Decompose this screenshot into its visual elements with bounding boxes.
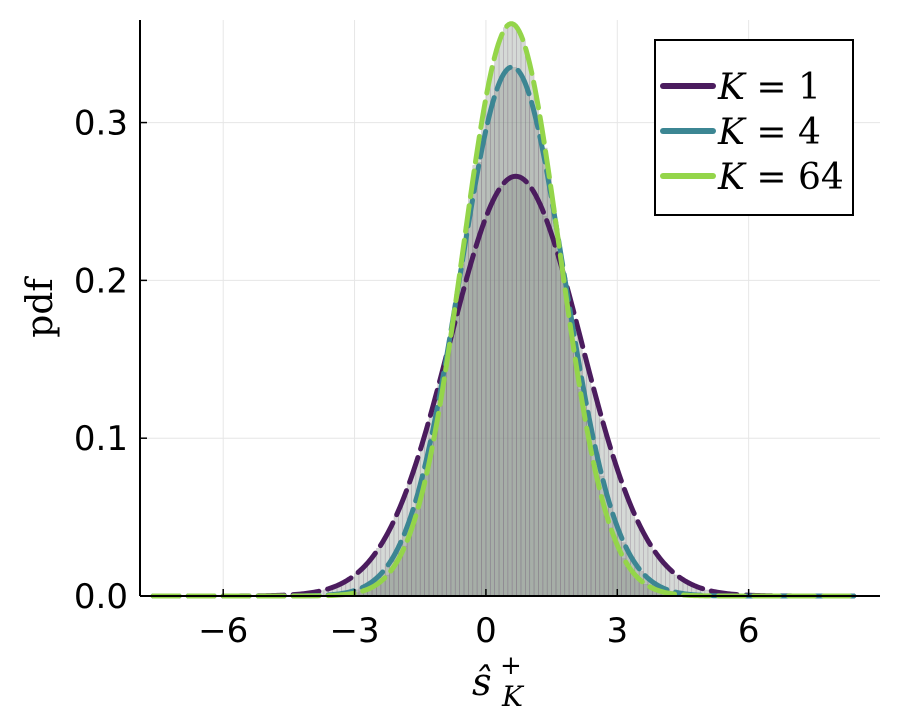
histogram-bar	[538, 120, 544, 597]
histogram-bar	[503, 27, 509, 597]
histogram-bar	[389, 569, 395, 597]
y-ticks: 0.0 0.1 0.2 0.3	[74, 104, 147, 617]
histogram-bar	[516, 30, 522, 597]
histogram-bar	[437, 404, 443, 597]
y-tick-label: 0.3	[74, 104, 128, 144]
histogram-bar	[481, 109, 487, 597]
histogram-bar	[485, 86, 491, 597]
histogram-bar	[573, 361, 579, 597]
histogram-bar	[542, 147, 548, 597]
histogram-bar	[406, 534, 412, 597]
histogram-bar	[603, 513, 609, 597]
histogram-bar	[533, 95, 539, 597]
legend-box	[654, 39, 854, 216]
histogram-bar	[581, 414, 587, 597]
histogram-bar	[494, 48, 500, 597]
y-tick-label: 0.2	[74, 261, 128, 301]
histogram-bar	[568, 332, 574, 597]
histogram-bar	[529, 73, 535, 597]
histogram-bar	[595, 480, 601, 597]
histogram-bar	[446, 349, 452, 597]
legend: K = 1K = 4K = 64	[654, 39, 854, 216]
x-tick-label: −6	[198, 611, 248, 651]
histogram-bar	[424, 472, 430, 597]
histogram-bar	[450, 320, 456, 597]
histogram-bar	[525, 54, 531, 597]
histogram-bar	[643, 584, 649, 597]
histogram-series	[297, 176, 736, 597]
histogram-bar	[560, 270, 566, 597]
x-tick-label: 3	[606, 611, 628, 651]
histogram-bar	[498, 35, 504, 597]
y-tick-label: 0.0	[74, 577, 128, 617]
histogram-bar	[476, 136, 482, 597]
histogram-bar	[472, 165, 478, 597]
histogram-bar	[433, 429, 439, 597]
histogram-bar	[590, 460, 596, 597]
histogram-bar	[507, 23, 513, 597]
histogram-bar	[428, 452, 434, 597]
histogram-bar	[520, 40, 526, 597]
y-axis-label: pdf	[20, 276, 61, 338]
histogram-bar	[454, 289, 460, 597]
histogram-series	[332, 67, 693, 597]
legend-label: K = 1	[717, 67, 821, 108]
legend-label: K = 64	[717, 157, 844, 198]
x-tick-label: 0	[475, 611, 497, 651]
histogram-bar	[511, 24, 517, 597]
x-axis-label-subscript: K	[501, 680, 525, 713]
x-axis-label: ŝ + K	[472, 651, 525, 713]
x-axis-label-main: ŝ	[472, 660, 492, 704]
x-axis-label-superscript: +	[500, 651, 522, 681]
histogram-bar	[551, 207, 557, 597]
axes	[139, 20, 880, 597]
histogram-bar	[441, 378, 447, 597]
histogram-bar	[419, 491, 425, 597]
histogram-bar	[564, 301, 570, 597]
histogram-bar	[577, 389, 583, 597]
histogram-bar	[555, 239, 561, 597]
legend-label: K = 4	[717, 112, 821, 153]
histogram-bar	[489, 65, 495, 597]
y-tick-label: 0.1	[74, 419, 128, 459]
x-tick-label: −3	[329, 611, 379, 651]
x-ticks: −6 −3 0 3 6	[198, 589, 759, 651]
x-tick-label: 6	[738, 611, 760, 651]
histogram-layer	[297, 23, 736, 597]
histogram-bar	[586, 438, 592, 597]
